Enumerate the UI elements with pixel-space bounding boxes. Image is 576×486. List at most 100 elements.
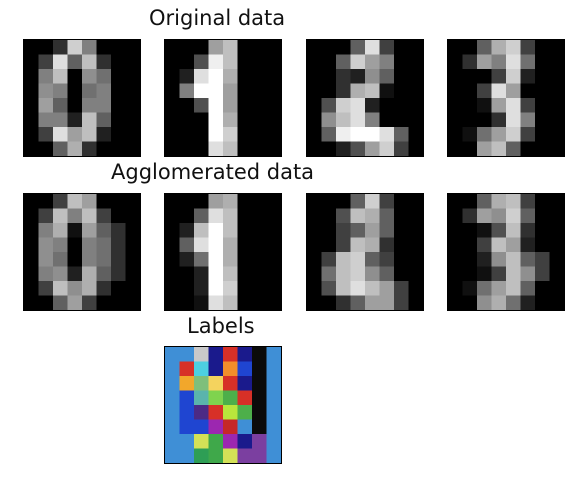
heatmap-cell — [321, 69, 336, 84]
heatmap-cell — [223, 376, 238, 391]
heatmap-cell — [179, 347, 194, 362]
heatmap-cell — [520, 208, 535, 223]
heatmap-cell — [194, 40, 209, 55]
heatmap-cell — [462, 281, 477, 296]
heatmap-cell — [208, 223, 223, 238]
heatmap-cell — [237, 237, 252, 252]
heatmap-cell — [477, 112, 492, 127]
heatmap-cell — [252, 405, 267, 420]
heatmap-cell — [321, 40, 336, 55]
heatmap-cell — [223, 223, 238, 238]
heatmap-cell — [111, 83, 126, 98]
heatmap-cell — [506, 127, 521, 142]
heatmap-cell — [223, 405, 238, 420]
heatmap-cell — [223, 448, 238, 463]
heatmap-cell — [223, 390, 238, 405]
heatmap-cell — [208, 194, 223, 209]
heatmap-cell — [350, 208, 365, 223]
heatmap-cell — [82, 237, 97, 252]
heatmap-cell — [96, 252, 111, 267]
heatmap-cell — [179, 376, 194, 391]
heatmap-cell — [336, 223, 351, 238]
heatmap-cell — [506, 194, 521, 209]
heatmap-cell — [179, 223, 194, 238]
heatmap-cell — [38, 83, 53, 98]
heatmap-cell — [194, 252, 209, 267]
heatmap-cell — [379, 252, 394, 267]
heatmap-cell — [336, 281, 351, 296]
heatmap-cell — [350, 295, 365, 310]
heatmap-cell — [237, 223, 252, 238]
heatmap-cell — [535, 69, 550, 84]
heatmap-cell — [549, 223, 564, 238]
heatmap-cell — [266, 347, 281, 362]
heatmap-cell — [394, 127, 409, 142]
heatmap-cell — [321, 98, 336, 113]
heatmap-cell — [165, 448, 180, 463]
heatmap-cell — [165, 252, 180, 267]
heatmap-cell — [307, 295, 322, 310]
heatmap-cell — [266, 223, 281, 238]
heatmap-cell — [408, 112, 423, 127]
heatmap-cell — [350, 266, 365, 281]
heatmap-cell — [448, 83, 463, 98]
heatmap-cell — [520, 223, 535, 238]
heatmap-cell — [82, 223, 97, 238]
heatmap-cell — [38, 69, 53, 84]
heatmap-cell — [38, 252, 53, 267]
heatmap-cell — [477, 237, 492, 252]
heatmap-cell — [379, 237, 394, 252]
heatmap-cell — [125, 281, 140, 296]
heatmap-cell — [24, 112, 39, 127]
heatmap-cell — [96, 127, 111, 142]
heatmap-cell — [307, 40, 322, 55]
heatmap-cell — [38, 194, 53, 209]
heatmap-cell — [53, 141, 68, 156]
heatmap-cell — [477, 252, 492, 267]
heatmap-cell — [307, 266, 322, 281]
heatmap-cell — [38, 208, 53, 223]
heatmap-cell — [266, 295, 281, 310]
heatmap-cell — [237, 434, 252, 449]
heatmap-cell — [520, 237, 535, 252]
heatmap-cell — [535, 266, 550, 281]
heatmap-cell — [252, 237, 267, 252]
heatmap-cell — [408, 98, 423, 113]
heatmap-cell — [38, 281, 53, 296]
heatmap-cell — [53, 40, 68, 55]
heatmap-cell — [208, 405, 223, 420]
heatmap-cell — [38, 223, 53, 238]
heatmap-cell — [125, 141, 140, 156]
heatmap-cell — [448, 223, 463, 238]
heatmap-cell — [208, 281, 223, 296]
heatmap-cell — [336, 295, 351, 310]
original-digit-panel-3 — [447, 39, 565, 157]
heatmap-cell — [448, 141, 463, 156]
heatmap-cell — [179, 405, 194, 420]
heatmap-cell — [549, 127, 564, 142]
heatmap-cell — [179, 83, 194, 98]
heatmap-cell — [535, 83, 550, 98]
heatmap-cell — [67, 252, 82, 267]
heatmap-cell — [252, 361, 267, 376]
heatmap-cell — [24, 223, 39, 238]
heatmap-cell — [237, 40, 252, 55]
heatmap-cell — [208, 266, 223, 281]
heatmap-cell — [165, 208, 180, 223]
heatmap-cell — [535, 54, 550, 69]
heatmap-cell — [237, 112, 252, 127]
heatmap-cell — [24, 83, 39, 98]
heatmap-cell — [350, 141, 365, 156]
heatmap-cell — [194, 376, 209, 391]
heatmap-cell — [506, 141, 521, 156]
heatmap-cell — [96, 266, 111, 281]
heatmap-cell — [477, 69, 492, 84]
heatmap-cell — [179, 127, 194, 142]
heatmap-cell — [462, 223, 477, 238]
original-digit-panel-2 — [306, 39, 424, 157]
heatmap-cell — [179, 112, 194, 127]
heatmap-cell — [24, 252, 39, 267]
heatmap-cell — [125, 112, 140, 127]
heatmap-cell — [477, 266, 492, 281]
heatmap-cell — [82, 112, 97, 127]
